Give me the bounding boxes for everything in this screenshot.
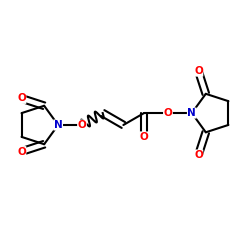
Text: O: O: [140, 132, 148, 142]
Text: O: O: [17, 146, 26, 156]
Text: O: O: [78, 120, 86, 130]
Text: O: O: [194, 150, 203, 160]
Text: O: O: [194, 66, 203, 76]
Text: N: N: [54, 120, 62, 130]
Text: O: O: [164, 108, 172, 118]
Text: O: O: [17, 94, 26, 104]
Text: N: N: [188, 108, 196, 118]
